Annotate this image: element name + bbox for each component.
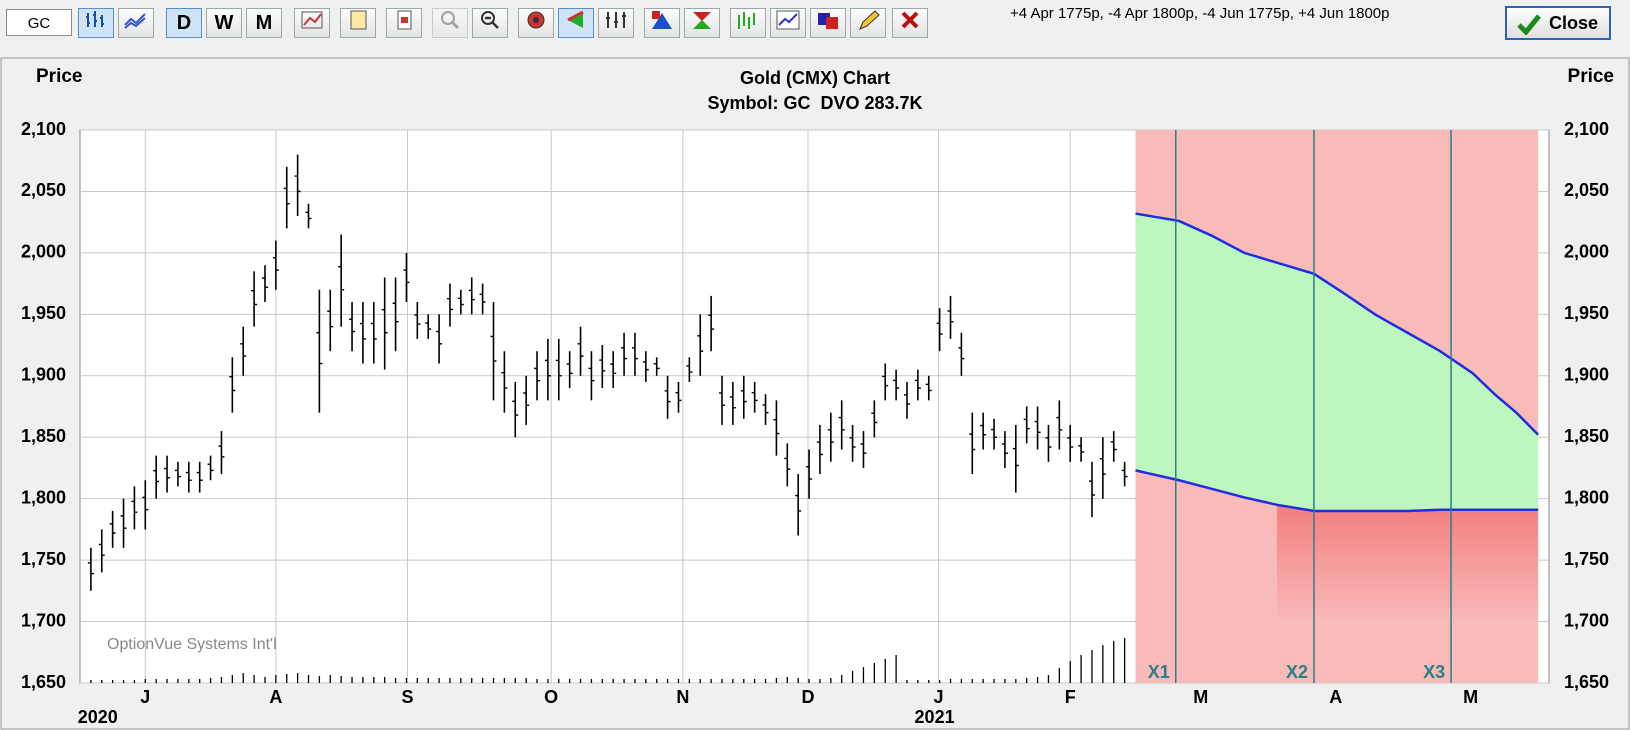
y2-tick-label: 2,000: [1564, 242, 1609, 262]
y2-tick-label: 1,850: [1564, 426, 1609, 446]
tool-button[interactable]: [770, 8, 806, 38]
y2-tick-label: 2,100: [1564, 119, 1609, 139]
bar-chart-button[interactable]: [78, 8, 114, 38]
tool-button[interactable]: [644, 8, 680, 38]
deep-loss-region: [1276, 504, 1539, 623]
y2-tick-label: 1,650: [1564, 672, 1609, 692]
period-button[interactable]: M: [246, 8, 282, 38]
y-tick-label: 1,800: [21, 487, 66, 507]
year-label: 2020: [78, 707, 118, 727]
y-tick-label: 1,900: [21, 365, 66, 385]
toolbar: GC D W M +4 Apr 1775p, -4 Apr 1800p, -4 …: [0, 0, 1630, 50]
y2-tick-label: 2,050: [1564, 180, 1609, 200]
profit-region: [1135, 213, 1539, 511]
y-axis-label: Price: [36, 66, 82, 87]
position-text: +4 Apr 1775p, -4 Apr 1800p, -4 Jun 1775p…: [1010, 5, 1390, 22]
close-label: Close: [1549, 13, 1599, 33]
tool-button[interactable]: [684, 8, 720, 38]
x-tick-label: M: [1463, 687, 1478, 707]
y-tick-label: 1,750: [21, 549, 66, 569]
y-tick-label: 2,050: [21, 180, 66, 200]
expiration-label: X2: [1286, 662, 1308, 682]
y2-tick-label: 1,800: [1564, 487, 1609, 507]
zoom-in-button[interactable]: [432, 8, 468, 38]
x-tick-label: S: [402, 687, 414, 707]
tool-button[interactable]: [598, 8, 634, 38]
chart-title: Gold (CMX) Chart: [740, 68, 890, 88]
upper-breakeven-line: [1135, 212, 1540, 436]
tool-button[interactable]: [850, 8, 886, 38]
tool-button[interactable]: [294, 8, 330, 38]
chart-subtitle: Symbol: GC DVO 283.7K: [707, 93, 922, 113]
lower-breakeven-line: [1135, 469, 1539, 513]
chart: Price Price Gold (CMX) Chart Symbol: GC …: [0, 57, 1630, 730]
symbol-input[interactable]: GC: [6, 9, 72, 36]
y-tick-label: 2,100: [21, 119, 66, 139]
x-tick-label: A: [269, 687, 282, 707]
y-tick-label: 1,850: [21, 426, 66, 446]
tool-button[interactable]: [340, 8, 376, 38]
x-tick-label: J: [140, 687, 150, 707]
expiration-label: X3: [1423, 662, 1445, 682]
period-button[interactable]: D: [166, 8, 202, 38]
tool-button[interactable]: [810, 8, 846, 38]
watermark: OptionVue Systems Int'l: [107, 636, 277, 653]
y-tick-label: 2,000: [21, 242, 66, 262]
tool-button[interactable]: [558, 8, 594, 38]
tool-button[interactable]: [518, 8, 554, 38]
x-tick-label: O: [544, 687, 558, 707]
x-tick-label: J: [934, 687, 944, 707]
y2-tick-label: 1,950: [1564, 303, 1609, 323]
x-tick-label: A: [1329, 687, 1342, 707]
y2-tick-label: 1,750: [1564, 549, 1609, 569]
y-tick-label: 1,650: [21, 672, 66, 692]
year-label: 2021: [915, 707, 955, 727]
x-tick-label: F: [1065, 687, 1076, 707]
y2-tick-label: 1,700: [1564, 610, 1609, 630]
y2-tick-label: 1,900: [1564, 365, 1609, 385]
delete-button[interactable]: [892, 8, 928, 38]
line-chart-button[interactable]: [118, 8, 154, 38]
zoom-out-button[interactable]: [472, 8, 508, 38]
x-tick-label: M: [1193, 687, 1208, 707]
x-tick-label: D: [801, 687, 814, 707]
y-tick-label: 1,950: [21, 303, 66, 323]
period-button[interactable]: W: [206, 8, 242, 38]
y-tick-label: 1,700: [21, 610, 66, 630]
expiration-label: X1: [1148, 662, 1170, 682]
tool-button[interactable]: [386, 8, 422, 38]
close-button[interactable]: Close: [1505, 6, 1611, 40]
x-tick-label: N: [676, 687, 689, 707]
tool-button[interactable]: [730, 8, 766, 38]
y2-axis-label: Price: [1568, 66, 1614, 87]
